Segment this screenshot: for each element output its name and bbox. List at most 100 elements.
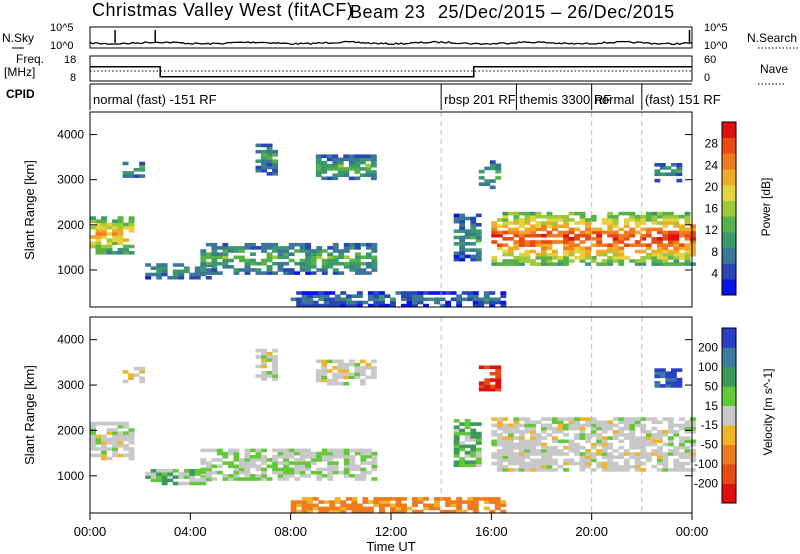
echo-cell bbox=[417, 297, 424, 302]
echo-cell bbox=[329, 509, 336, 514]
velocity-colorbar-swatch bbox=[722, 464, 736, 484]
echo-cell bbox=[541, 240, 547, 244]
echo-cell bbox=[365, 375, 372, 380]
echo-cell bbox=[453, 419, 460, 423]
echo-cell bbox=[470, 444, 477, 449]
echo-cell bbox=[117, 238, 124, 242]
echo-cell bbox=[373, 297, 380, 302]
echo-cell bbox=[423, 297, 429, 302]
echo-cell bbox=[464, 463, 471, 468]
echo-cell bbox=[502, 224, 509, 228]
echo-cell bbox=[557, 259, 564, 263]
echo-cell bbox=[343, 255, 350, 260]
echo-cell bbox=[596, 439, 603, 444]
echo-cell bbox=[690, 243, 696, 247]
echo-cell bbox=[557, 256, 564, 260]
echo-cell bbox=[321, 372, 328, 376]
echo-cell bbox=[475, 251, 482, 256]
echo-cell bbox=[601, 468, 608, 472]
chart-title-radar: Christmas Valley West (fitACF) bbox=[92, 0, 353, 20]
echo-cell bbox=[277, 474, 284, 478]
echo-cell bbox=[472, 294, 479, 298]
echo-cell bbox=[679, 445, 685, 450]
echo-cell bbox=[585, 464, 591, 469]
echo-cell bbox=[524, 461, 531, 466]
echo-cell bbox=[654, 384, 661, 388]
echo-cell bbox=[662, 230, 669, 235]
echo-cell bbox=[676, 178, 683, 183]
echo-cell bbox=[502, 430, 509, 434]
echo-cell bbox=[634, 445, 641, 450]
echo-cell bbox=[607, 218, 614, 222]
y-tick-label: 4000 bbox=[57, 128, 84, 142]
echo-cell bbox=[205, 242, 212, 247]
echo-cell bbox=[596, 426, 603, 431]
echo-cell bbox=[502, 243, 509, 247]
echo-cell bbox=[261, 467, 267, 472]
echo-cell bbox=[348, 154, 355, 158]
echo-cell bbox=[194, 472, 201, 476]
echo-cell bbox=[211, 258, 218, 263]
nsky-panel: N.Sky 10^5 10^0 10^5 10^0 N.Search bbox=[2, 22, 798, 52]
echo-cell bbox=[390, 506, 396, 511]
echo-cell bbox=[95, 225, 102, 230]
echo-cell bbox=[568, 218, 575, 222]
echo-cell bbox=[90, 219, 96, 223]
echo-cell bbox=[662, 433, 669, 437]
echo-cell bbox=[489, 179, 496, 183]
echo-cell bbox=[172, 481, 179, 486]
echo-cell bbox=[690, 233, 696, 238]
echo-cell bbox=[612, 233, 619, 238]
echo-cell bbox=[568, 439, 575, 444]
echo-cell bbox=[294, 271, 301, 275]
echo-cell bbox=[332, 258, 339, 263]
echo-cell bbox=[579, 430, 586, 434]
echo-cell bbox=[662, 218, 669, 222]
echo-cell bbox=[326, 163, 333, 168]
echo-cell bbox=[205, 252, 212, 256]
echo-cell bbox=[568, 252, 575, 257]
echo-cell bbox=[676, 381, 683, 385]
echo-cell bbox=[370, 163, 377, 168]
echo-cell bbox=[370, 375, 377, 380]
echo-cell bbox=[150, 272, 157, 277]
echo-cell bbox=[417, 509, 424, 514]
echo-cell bbox=[145, 275, 152, 280]
echo-cell bbox=[552, 430, 558, 434]
echo-cell bbox=[552, 461, 558, 466]
echo-cell bbox=[590, 452, 597, 456]
echo-cell bbox=[343, 467, 350, 472]
echo-cell bbox=[343, 454, 350, 459]
echo-cell bbox=[178, 475, 185, 479]
echo-cell bbox=[640, 442, 647, 447]
echo-cell bbox=[535, 433, 542, 437]
echo-cell bbox=[667, 423, 674, 428]
echo-cell bbox=[401, 497, 407, 501]
echo-cell bbox=[95, 222, 102, 227]
echo-cell bbox=[645, 417, 652, 421]
echo-cell bbox=[318, 506, 325, 511]
echo-cell bbox=[629, 426, 636, 431]
echo-cell bbox=[133, 168, 140, 172]
echo-cell bbox=[518, 211, 525, 216]
echo-cell bbox=[459, 441, 466, 445]
echo-cell bbox=[272, 172, 278, 176]
echo-cell bbox=[654, 172, 661, 177]
echo-cell bbox=[563, 423, 569, 428]
echo-cell bbox=[673, 461, 680, 466]
echo-cell bbox=[656, 430, 663, 434]
echo-cell bbox=[183, 266, 190, 270]
echo-cell bbox=[491, 461, 498, 466]
echo-cell bbox=[106, 238, 113, 242]
echo-cell bbox=[296, 503, 303, 508]
nsearch-tick-low: 10^0 bbox=[704, 40, 728, 52]
echo-cell bbox=[513, 256, 520, 260]
echo-cell bbox=[305, 249, 312, 253]
echo-cell bbox=[332, 167, 339, 171]
echo-cell bbox=[332, 261, 339, 266]
echo-cell bbox=[535, 420, 542, 424]
echo-cell bbox=[464, 425, 471, 429]
echo-cell bbox=[139, 379, 146, 384]
echo-cell bbox=[541, 221, 547, 225]
echo-cell bbox=[348, 160, 355, 165]
